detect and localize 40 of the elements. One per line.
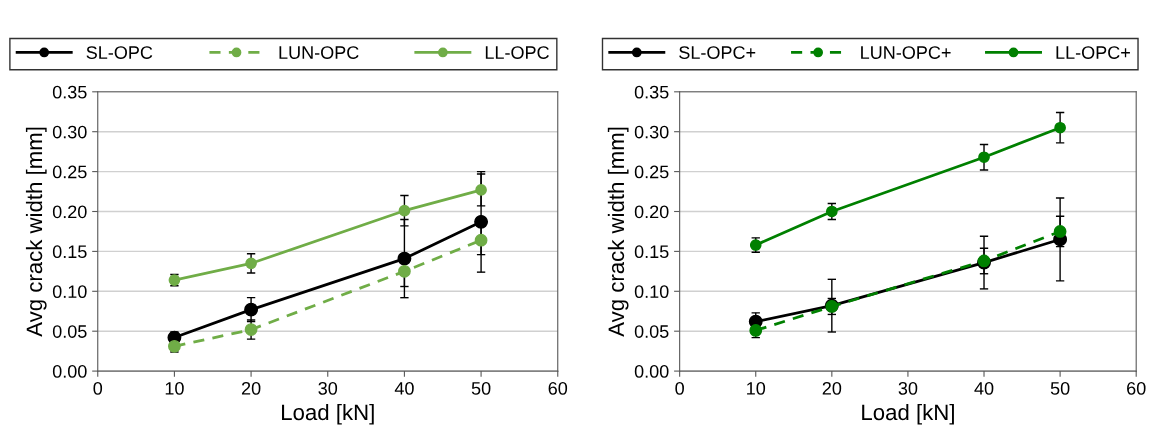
y-tick-label: 0.15 [634,245,669,259]
x-tick-label: 30 [318,381,338,395]
legend-label: LL-OPC [485,46,549,59]
x-tick-label: 60 [1127,381,1146,395]
y-tick-label: 0.25 [52,165,87,179]
x-tick-label: 0 [93,381,103,395]
legend-label: SL-OPC+ [679,46,756,59]
y-tick-label: 0.15 [52,245,87,259]
y-tick-label: 0.10 [52,285,87,299]
legend-label: LUN-OPC+ [861,46,951,59]
y-tick-label: 0.00 [52,365,87,378]
y-axis-title: Avg crack width [mm] [25,127,47,337]
y-tick-label: 0.05 [52,325,87,338]
y-tick-label: 0.00 [634,365,669,378]
x-tick-label: 0 [675,381,684,395]
y-tick-label: 0.25 [634,165,669,179]
y-tick-label: 0.30 [52,125,87,139]
x-axis-title: Load [kN] [862,403,954,425]
x-tick-label: 20 [241,381,261,395]
y-tick-label: 0.35 [52,85,87,99]
y-tick-label: 0.05 [634,325,669,338]
y-tick-label: 0.10 [634,285,669,299]
x-tick-label: 20 [822,381,842,395]
x-axis-title: Load [kN] [282,403,374,425]
y-tick-label: 0.20 [634,205,669,219]
x-tick-label: 40 [974,381,994,395]
y-tick-label: 0.30 [634,125,669,139]
legend-label: LUN-OPC [279,46,359,59]
x-tick-label: 30 [898,381,918,395]
x-tick-label: 50 [471,381,491,395]
y-tick-label: 0.20 [52,205,87,219]
x-tick-label: 50 [1050,381,1070,395]
legend-label: LL-OPC+ [1056,46,1130,59]
y-axis-title: Avg crack width [mm] [607,127,629,337]
x-tick-label: 60 [548,381,568,395]
y-tick-label: 0.35 [634,85,669,99]
x-tick-label: 40 [394,381,414,395]
x-tick-label: 10 [165,381,184,395]
legend-label: SL-OPC [86,46,153,59]
x-tick-label: 10 [747,381,766,395]
